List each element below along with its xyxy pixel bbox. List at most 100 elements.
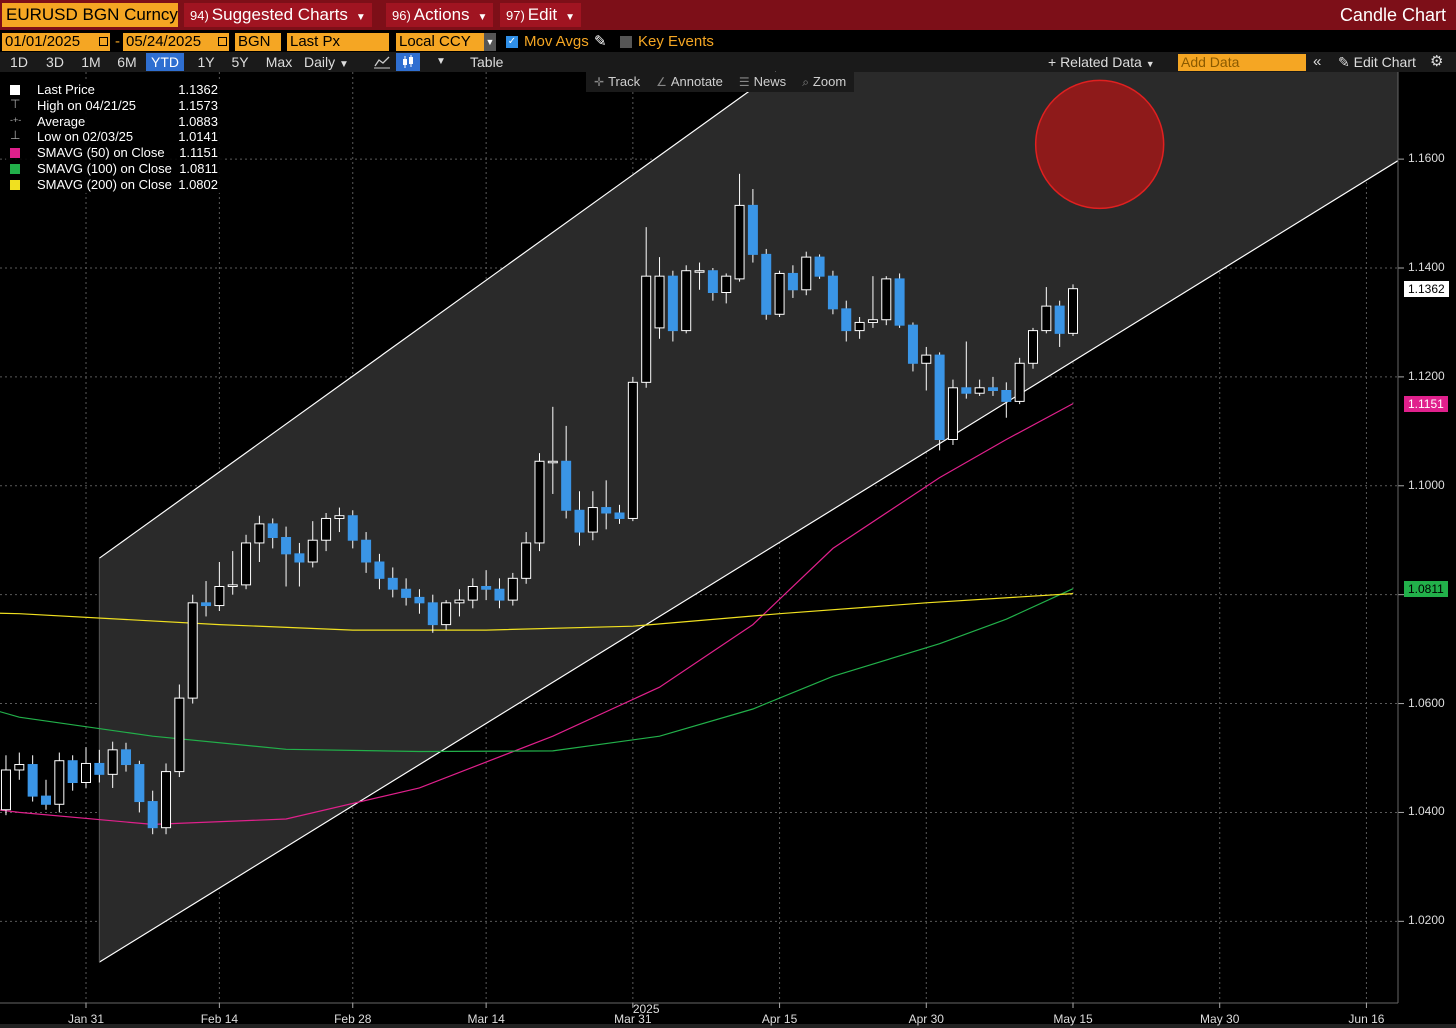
candle-body <box>147 801 158 829</box>
candle <box>267 518 278 549</box>
candle <box>27 755 38 802</box>
tool-label: Track <box>608 74 641 89</box>
actions-menu[interactable]: 96) Actions ▼ <box>386 3 494 27</box>
edit-menu[interactable]: 97) Edit ▼ <box>500 3 581 27</box>
add-data-input[interactable]: Add Data <box>1178 54 1306 71</box>
period-1d[interactable]: 1D <box>10 54 28 70</box>
edit-chart-button[interactable]: ✎ Edit Chart <box>1338 53 1416 71</box>
candle <box>374 553 385 590</box>
candle <box>574 491 585 546</box>
x-tick-label: Jun 16 <box>1348 1012 1385 1026</box>
menu-number: 96) <box>392 8 411 23</box>
legend-value: 1.1362 <box>178 82 218 97</box>
candle-body <box>414 596 425 604</box>
candle-chart-icon[interactable] <box>396 53 420 71</box>
y-tick-label: 1.1600 <box>1408 151 1445 166</box>
y-tick-label: 1.1000 <box>1408 477 1445 492</box>
candle-body <box>761 253 772 315</box>
double-chevron-left-icon[interactable]: « <box>1313 53 1322 70</box>
candle-body <box>881 278 892 321</box>
tool-annotate[interactable]: ∠ Annotate <box>648 72 731 92</box>
news-icon: ☰ <box>738 75 750 89</box>
key-events-label[interactable]: Key Events <box>638 33 714 50</box>
ticker-field[interactable]: EURUSD BGN Curncy <box>2 3 178 27</box>
candle-body <box>574 509 585 533</box>
candle <box>521 532 532 584</box>
line-chart-icon[interactable] <box>373 55 391 69</box>
high-marker-icon: ⊤ <box>10 96 21 111</box>
candle-body <box>814 256 825 277</box>
y-tick-label: 1.0600 <box>1408 695 1445 710</box>
candle <box>841 300 852 342</box>
gear-icon[interactable]: ⚙ <box>1430 53 1444 70</box>
period-5y[interactable]: 5Y <box>231 54 249 70</box>
candle <box>387 567 398 598</box>
candle <box>787 265 798 298</box>
candle <box>734 173 745 282</box>
calendar-icon[interactable] <box>218 37 227 46</box>
legend-entry: SMAVG (100) on Close 1.0811 <box>6 161 222 177</box>
currency-select[interactable]: Local CCY ▼ <box>396 33 496 51</box>
dropdown-arrow-icon[interactable]: ▼ <box>484 33 496 51</box>
x-tick-label: Apr 30 <box>908 1012 944 1026</box>
menu-label: Actions <box>413 5 470 24</box>
period-1m[interactable]: 1M <box>81 54 101 70</box>
candle-body <box>894 278 905 326</box>
candle-body <box>27 764 38 797</box>
candle-body <box>1054 305 1065 334</box>
mov-avgs-checkbox[interactable]: ✓ <box>506 36 518 48</box>
calendar-icon[interactable] <box>99 37 108 46</box>
period-ytd[interactable]: YTD <box>146 53 184 71</box>
suggested-charts-menu[interactable]: 94) Suggested Charts ▼ <box>184 3 372 27</box>
legend-entry: SMAVG (50) on Close 1.1151 <box>6 145 222 161</box>
candle <box>681 265 692 334</box>
candle-body <box>961 387 972 394</box>
mov-avgs-label[interactable]: Mov Avgs <box>524 33 589 50</box>
candle-body <box>54 760 65 805</box>
pencil-icon[interactable]: ✎ <box>594 33 607 50</box>
candle <box>67 755 78 791</box>
candle <box>1054 300 1065 347</box>
candle-body <box>827 275 838 310</box>
tool-zoom[interactable]: ⌕ Zoom <box>794 72 854 92</box>
legend-value: 1.1151 <box>179 145 218 161</box>
candle <box>1001 382 1012 418</box>
tool-track[interactable]: ✛ Track <box>586 72 648 92</box>
period-1y[interactable]: 1Y <box>197 54 215 70</box>
x-tick-label: May 30 <box>1200 1012 1240 1026</box>
end-date-field[interactable]: 05/24/2025 <box>123 33 229 51</box>
tool-label: News <box>753 74 787 89</box>
related-data-button[interactable]: + Related Data ▼ <box>1048 53 1155 71</box>
crosshair-icon: ✛ <box>594 75 605 89</box>
candle-body <box>134 764 145 803</box>
candle-body <box>201 602 212 607</box>
frequency-select[interactable]: Daily ▼ <box>304 53 364 71</box>
candle <box>40 779 51 810</box>
chart-style-caret-icon[interactable]: ▼ <box>436 56 446 67</box>
field-select[interactable]: Last Px <box>287 33 389 51</box>
candle <box>347 510 358 549</box>
options-bar: 01/01/2025 - 05/24/2025 BGN Last Px Loca… <box>0 32 1456 52</box>
candle <box>414 589 425 614</box>
key-events-checkbox[interactable] <box>620 36 632 48</box>
candle <box>467 578 478 609</box>
legend-label: Last Price <box>37 82 95 97</box>
period-max[interactable]: Max <box>265 54 293 70</box>
candle <box>814 254 825 279</box>
start-date-field[interactable]: 01/01/2025 <box>2 33 110 51</box>
candle <box>707 268 718 301</box>
candle-body <box>67 760 78 784</box>
y-tick-label: 1.1400 <box>1408 260 1445 274</box>
candle <box>1041 287 1052 334</box>
source-field[interactable]: BGN <box>235 33 281 51</box>
x-tick-label: Jan 31 <box>67 1012 105 1026</box>
period-6m[interactable]: 6M <box>117 54 137 70</box>
candle-body <box>467 586 478 601</box>
candle-body <box>494 588 505 601</box>
table-button[interactable]: Table <box>470 54 504 70</box>
tool-news[interactable]: ☰ News <box>731 72 794 92</box>
candle-body <box>1068 288 1078 334</box>
candle <box>361 532 372 573</box>
period-3d[interactable]: 3D <box>46 54 64 70</box>
